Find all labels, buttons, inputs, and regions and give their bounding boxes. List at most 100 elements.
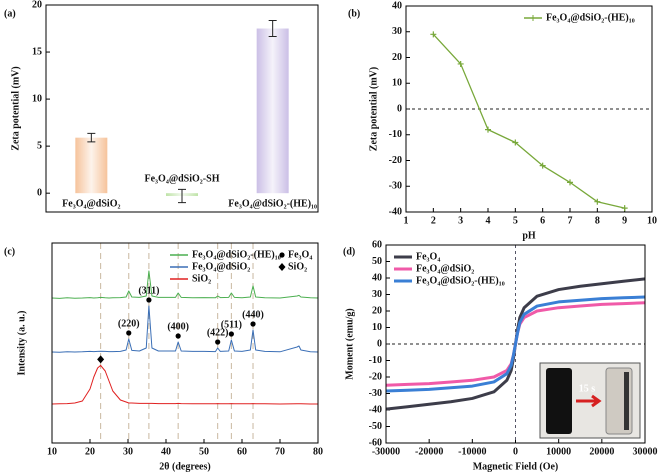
x-tick-label: 2 xyxy=(431,215,436,226)
y-tick-label: -20 xyxy=(369,371,382,382)
error-bar xyxy=(87,132,96,143)
x-tick-label: -20000 xyxy=(415,446,443,457)
y-axis-label: Moment (emu/g) xyxy=(344,308,355,379)
plot-frame xyxy=(405,5,653,213)
x-tick-label: 20 xyxy=(85,446,95,457)
y-tick-label: -60 xyxy=(369,437,382,448)
x-tick-label: 1 xyxy=(404,215,409,226)
x-tick-label: 60 xyxy=(237,446,247,457)
inset-label: 15 s xyxy=(579,383,596,394)
bar xyxy=(75,137,108,194)
legend-label: Fe₃O₄ xyxy=(416,251,440,262)
peak-label: (220) xyxy=(118,318,140,329)
peak-marker xyxy=(97,355,105,364)
panel-label: (a) xyxy=(4,8,16,19)
legend-marker xyxy=(530,15,536,21)
x-axis-label: pH xyxy=(522,230,536,241)
plot-frame xyxy=(51,242,319,444)
x-tick-label: 70 xyxy=(275,446,285,457)
y-tick-label: -30 xyxy=(369,388,382,399)
plot-frame xyxy=(385,244,646,444)
panel-label: (b) xyxy=(348,8,360,19)
inset-photo: 15 s xyxy=(539,362,641,439)
x-tick-label: 5 xyxy=(513,215,518,226)
inset-arrow xyxy=(576,394,602,408)
x-tick-label: 20000 xyxy=(589,446,614,457)
legend-label: SiO₂ xyxy=(192,273,211,284)
y-tick-label: 40 xyxy=(392,0,402,11)
legend-label: Fe₃O₄@dSiO₂-(HE)₁₀ xyxy=(192,249,281,260)
point-marker xyxy=(457,60,464,67)
x-tick-label: 0 xyxy=(513,446,518,457)
peak-marker xyxy=(146,297,152,303)
category-label: Fe₃O₄@dSiO₂-(HE)₁₀ xyxy=(228,198,317,209)
x-tick-label: 7 xyxy=(568,215,573,226)
y-tick-label: 10 xyxy=(372,322,382,333)
point-marker xyxy=(430,31,437,38)
y-tick-label: 20 xyxy=(32,0,42,10)
y-tick-label: 50 xyxy=(372,256,382,267)
x-tick-label: 10000 xyxy=(546,446,571,457)
y-tick-label: -40 xyxy=(369,404,382,415)
x-tick-label: 9 xyxy=(622,215,627,226)
legend-marker xyxy=(279,252,285,258)
y-axis-label: Zeta potential (mV) xyxy=(10,66,21,150)
series-line xyxy=(51,364,318,405)
y-tick-label: 30 xyxy=(392,26,402,37)
x-tick-label: -30000 xyxy=(372,446,400,457)
point-marker xyxy=(567,179,573,186)
y-tick-label: 20 xyxy=(392,52,402,63)
peak-marker xyxy=(228,331,234,337)
y-tick-label: 40 xyxy=(372,272,382,283)
legend-label: Fe₃O₄@dSiO₂ xyxy=(416,263,474,274)
x-tick-label: 80 xyxy=(313,446,323,457)
category-label: Fe₃O₄@dSiO₂-SH xyxy=(145,173,220,184)
peak-marker xyxy=(215,339,221,345)
y-tick-label: 20 xyxy=(372,305,382,316)
point-marker xyxy=(594,198,601,205)
x-tick-label: 10 xyxy=(47,446,57,457)
x-tick-label: -10000 xyxy=(458,446,486,457)
legend-label: Fe₃O₄@dSiO₂-(HE)₁₀ xyxy=(546,12,635,23)
point-marker xyxy=(485,126,491,133)
x-tick-label: 6 xyxy=(540,215,545,226)
series-line xyxy=(51,270,319,299)
y-tick-label: -20 xyxy=(389,155,402,166)
y-axis-label: Intensity (a. u.) xyxy=(16,310,27,375)
y-tick-label: 60 xyxy=(372,239,382,250)
bar xyxy=(256,28,289,194)
legend-label: Fe₃O₄ xyxy=(288,249,312,260)
y-tick-label: 10 xyxy=(392,78,402,89)
magnet-residue xyxy=(624,372,629,430)
x-tick-label: 4 xyxy=(486,215,491,226)
x-tick-label: 30 xyxy=(123,446,133,457)
peak-label: (511) xyxy=(221,319,242,330)
y-tick-label: -10 xyxy=(369,355,382,366)
peak-label: (311) xyxy=(138,285,159,296)
panel-label: (d) xyxy=(343,246,355,257)
x-tick-label: 3 xyxy=(458,215,463,226)
y-tick-label: 0 xyxy=(37,187,42,198)
error-bar xyxy=(178,188,186,204)
point-marker xyxy=(539,162,546,169)
legend-label: Fe₃O₄@dSiO₂ xyxy=(192,261,250,272)
category-label: Fe₃O₄@dSiO₂ xyxy=(62,198,120,209)
series-line xyxy=(51,305,319,353)
vial-dark xyxy=(546,368,572,434)
panel-label: (c) xyxy=(4,246,15,257)
y-tick-label: 0 xyxy=(377,338,382,349)
y-tick-label: -10 xyxy=(389,129,402,140)
point-marker xyxy=(512,139,519,146)
peak-marker xyxy=(175,333,181,339)
plot-frame xyxy=(45,4,319,213)
x-tick-label: 10 xyxy=(647,215,657,226)
x-axis-label: Magnetic Field (Oe) xyxy=(473,461,559,472)
series-line xyxy=(385,295,646,393)
x-tick-label: 50 xyxy=(199,446,209,457)
y-tick-label: 15 xyxy=(32,46,42,57)
peak-marker xyxy=(126,330,132,336)
y-tick-label: 10 xyxy=(32,93,42,104)
series-line xyxy=(432,33,625,209)
y-tick-label: -50 xyxy=(369,421,382,432)
peak-label: (400) xyxy=(167,321,189,332)
